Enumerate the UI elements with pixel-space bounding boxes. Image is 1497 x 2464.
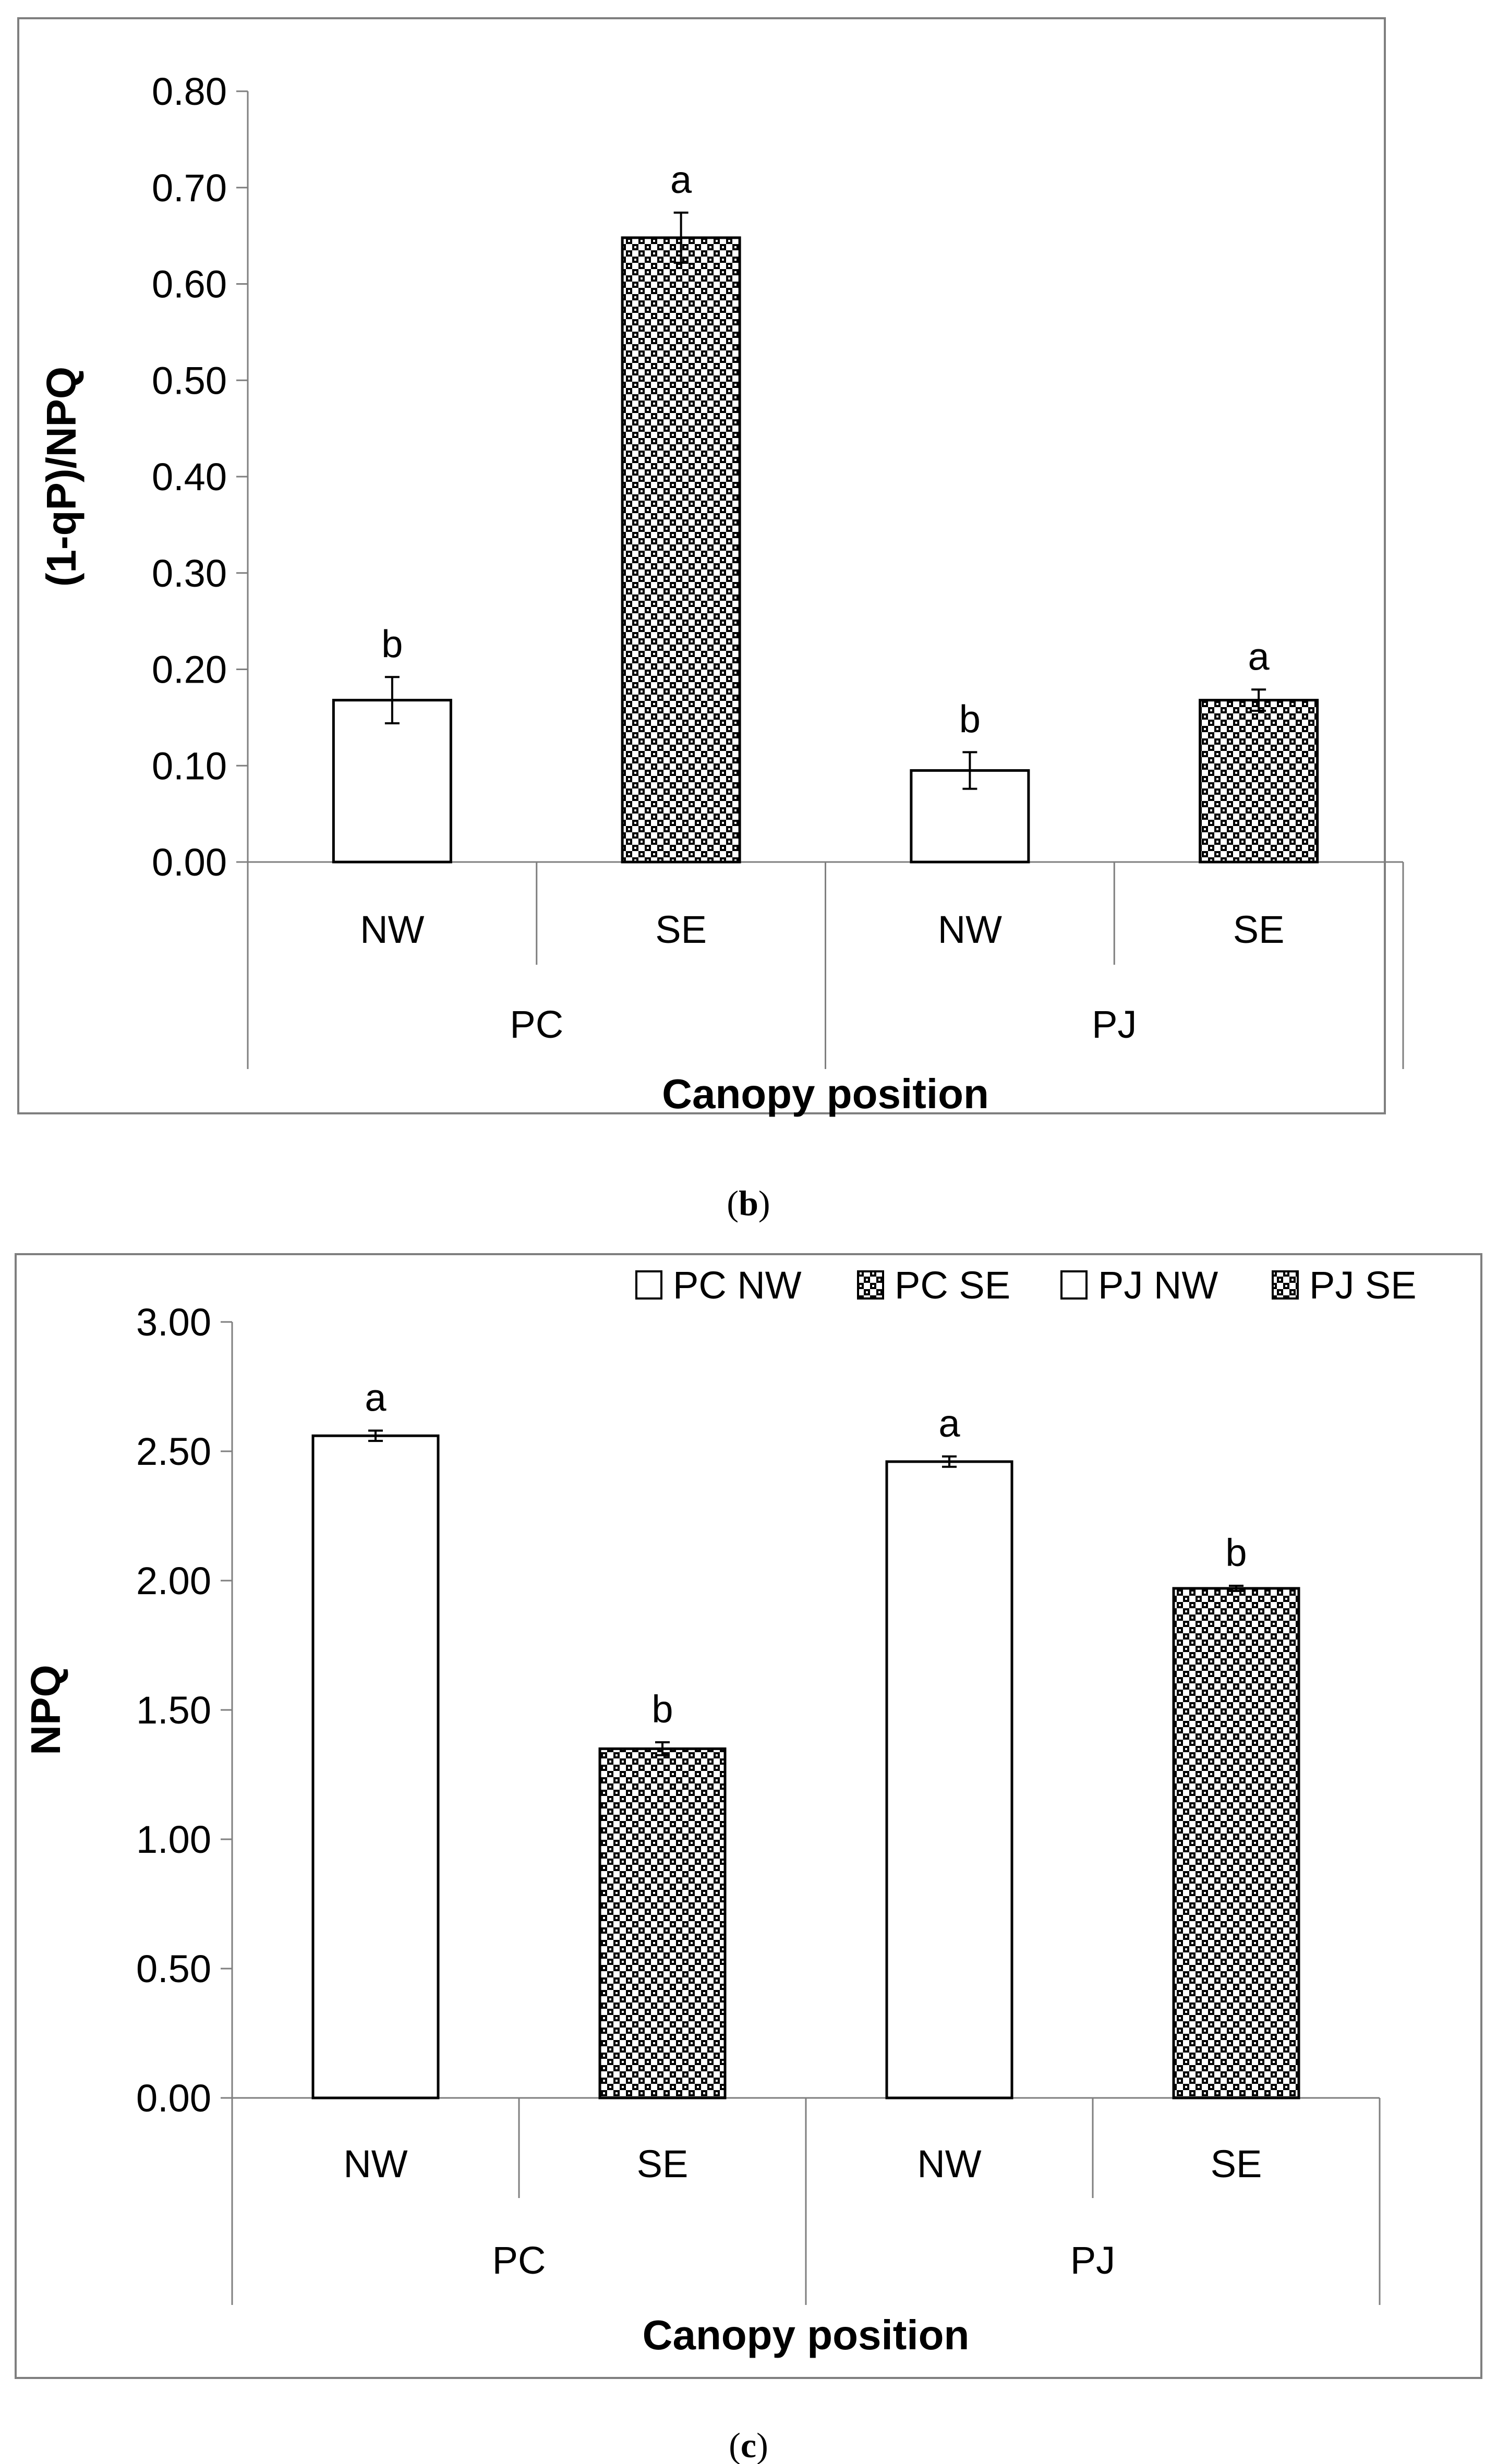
legend-label: PJ SE <box>1309 1264 1417 1307</box>
legend-swatch <box>857 1270 884 1300</box>
significance-letter: b <box>381 622 403 665</box>
group-label: PC <box>492 2239 546 2282</box>
category-label: NW <box>917 2142 981 2186</box>
significance-letter: b <box>959 697 981 741</box>
legend-label: PJ NW <box>1098 1264 1218 1307</box>
y-tick-label: 0.00 <box>152 841 227 884</box>
caption-close-paren: ) <box>758 1183 770 1223</box>
bar <box>1172 1587 1300 2099</box>
category-label: NW <box>343 2142 407 2186</box>
legend-label: PC SE <box>895 1264 1010 1307</box>
y-tick-label: 3.00 <box>136 1301 211 1344</box>
significance-letter: a <box>365 1376 387 1419</box>
x-axis-label: Canopy position <box>643 2312 970 2358</box>
y-tick-label: 2.50 <box>136 1430 211 1473</box>
legend-swatch <box>1272 1270 1299 1300</box>
category-label: SE <box>1233 908 1285 951</box>
category-label: NW <box>938 908 1002 951</box>
bar <box>332 699 452 864</box>
significance-letter: b <box>1225 1531 1247 1574</box>
caption-letter: c <box>741 2425 756 2464</box>
y-tick-label: 0.70 <box>152 166 227 210</box>
y-tick-label: 1.00 <box>136 1818 211 1861</box>
caption-close-paren: ) <box>756 2425 768 2464</box>
significance-letter: a <box>1248 635 1270 678</box>
bar <box>885 1460 1013 2099</box>
bar <box>621 236 741 864</box>
x-axis-label: Canopy position <box>662 1071 989 1117</box>
panel-caption: (b) <box>727 1183 770 1223</box>
category-label: SE <box>637 2142 689 2186</box>
y-tick-label: 0.80 <box>152 70 227 113</box>
bar <box>598 1747 727 2099</box>
category-label: SE <box>1211 2142 1262 2186</box>
legend-label: PC NW <box>673 1264 802 1307</box>
caption-open-paren: ( <box>727 1183 739 1223</box>
significance-letter: b <box>651 1688 673 1731</box>
y-tick-label: 0.50 <box>152 359 227 402</box>
y-tick-label: 2.00 <box>136 1559 211 1603</box>
group-label: PC <box>510 1003 563 1046</box>
category-label: NW <box>360 908 424 951</box>
chart-panel-b: 0.00 0.10 0.20 0.30 0.40 0.50 0.60 0.70 0.80 b NW a… <box>17 17 1404 1223</box>
legend-swatch <box>635 1270 662 1300</box>
y-axis-label: (1-qP)/NPQ <box>38 367 84 587</box>
y-axis-label: NPQ <box>22 1665 69 1755</box>
caption-letter: b <box>739 1183 758 1223</box>
y-tick-label: 0.60 <box>152 263 227 306</box>
significance-letter: a <box>938 1402 960 1445</box>
group-label: PJ <box>1070 2239 1115 2282</box>
y-tick-label: 0.20 <box>152 648 227 691</box>
y-tick-label: 0.10 <box>152 744 227 787</box>
legend-swatch <box>1060 1270 1088 1300</box>
chart-panel-c: 0.00 0.50 1.00 1.50 2.00 2.50 3.00 a NW b SE a NW b SE… <box>15 1253 1482 2464</box>
bar <box>311 1434 440 2099</box>
y-tick-label: 0.30 <box>152 552 227 595</box>
caption-open-paren: ( <box>729 2425 741 2464</box>
category-label: SE <box>655 908 707 951</box>
y-tick-label: 0.00 <box>136 2077 211 2120</box>
significance-letter: a <box>670 158 692 201</box>
group-label: PJ <box>1092 1003 1137 1046</box>
y-tick-label: 1.50 <box>136 1689 211 1732</box>
bar <box>1199 699 1319 864</box>
panel-caption: (c) <box>729 2425 768 2464</box>
y-tick-label: 0.50 <box>136 1947 211 1990</box>
y-tick-label: 0.40 <box>152 455 227 499</box>
